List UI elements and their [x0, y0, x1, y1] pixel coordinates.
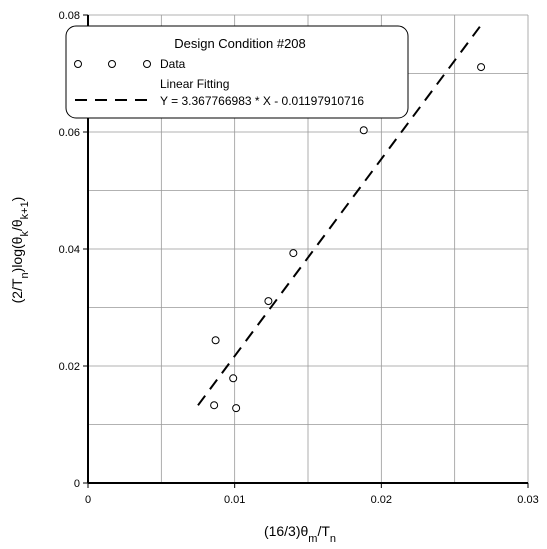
axis-label-part: n — [19, 272, 31, 278]
axis-label-part: (2/T — [9, 278, 25, 303]
data-point — [359, 126, 368, 135]
axis-label-part: /T — [317, 523, 330, 539]
x-tick-label: 0.02 — [371, 494, 392, 506]
axis-label-part: n — [330, 533, 336, 544]
legend-title: Design Condition #208 — [174, 36, 306, 51]
y-tick-label: 0.06 — [59, 127, 80, 139]
axis-label-part: m — [308, 533, 317, 544]
x-tick-label: 0 — [85, 494, 91, 506]
axis-label-part: k+1 — [19, 201, 31, 219]
legend-marker — [143, 60, 151, 68]
x-tick-label: 0.03 — [517, 494, 538, 506]
ylabel-title: (2/Tn)log(θk/θk+1) — [9, 197, 31, 304]
data-point — [477, 63, 486, 72]
y-tick-label: 0 — [74, 478, 80, 490]
data-point — [264, 297, 273, 306]
legend-label: Linear Fitting — [160, 77, 229, 91]
axis-label-part: )log(θ — [9, 236, 25, 272]
axis-label-part: ) — [9, 197, 25, 202]
legend-marker — [108, 60, 116, 68]
data-point — [211, 336, 220, 345]
axis-label-part: (16/3)θ — [264, 523, 309, 539]
legend-marker — [74, 60, 82, 68]
axis-label-part: /θ — [9, 219, 25, 231]
data-point — [210, 401, 219, 410]
data-point — [229, 374, 238, 383]
legend-label: Data — [160, 57, 186, 71]
x-tick-label: 0.01 — [224, 494, 245, 506]
legend-equation: Y = 3.367766983 * X - 0.01197910716 — [160, 94, 364, 108]
data-point — [289, 249, 298, 258]
y-tick-label: 0.02 — [59, 361, 80, 373]
axis-label-part: k — [19, 231, 31, 237]
data-point — [232, 404, 241, 413]
xlabel-title: (16/3)θm/Tn — [264, 523, 336, 544]
y-tick-label: 0.08 — [59, 10, 80, 22]
y-tick-label: 0.04 — [59, 244, 80, 256]
legend-box — [65, 25, 409, 119]
